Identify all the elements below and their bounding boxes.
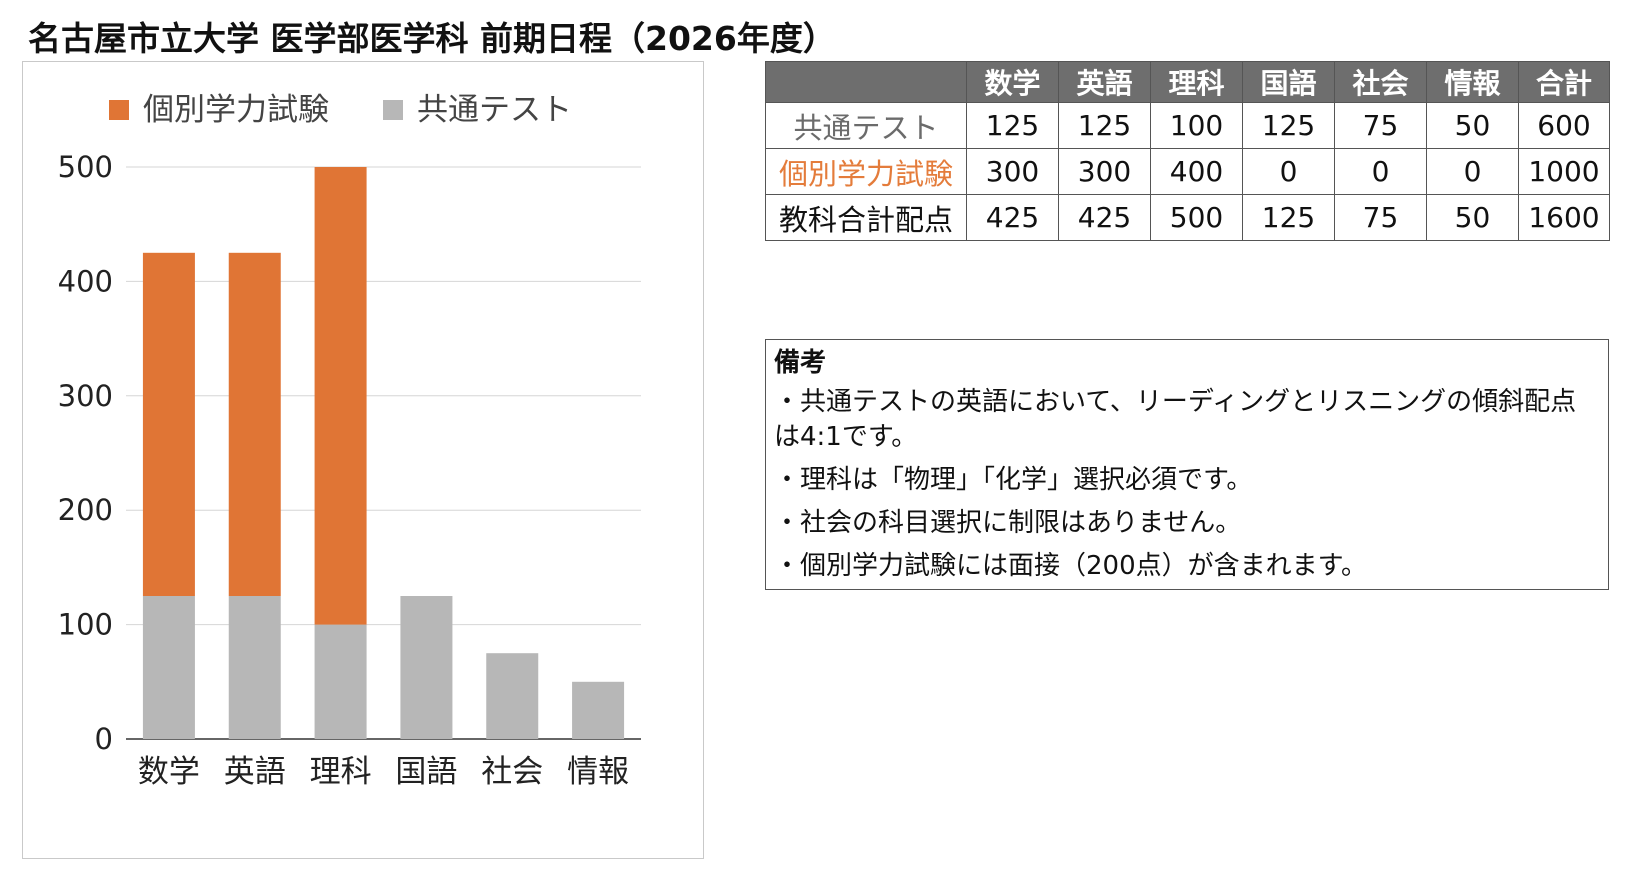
y-tick-label: 100: [58, 608, 113, 642]
table-cell: 75: [1334, 102, 1427, 149]
table-cell: 50: [1426, 194, 1519, 241]
bar-common-test: [314, 624, 367, 739]
x-tick-label: 社会: [481, 754, 543, 790]
bar-individual-exam: [228, 252, 281, 597]
row-label-total: 教科合計配点: [765, 194, 967, 241]
table-corner-cell: [765, 61, 967, 103]
column-header: 数学: [966, 61, 1059, 103]
bar-individual-exam: [314, 167, 367, 625]
stacked-bar-chart: 0 100 200 300 400 500 数学 英語 理科 国語 社会 情報 個別学力試験 共通テスト: [22, 61, 704, 859]
table-cell: 0: [1242, 148, 1335, 195]
table-cell: 600: [1518, 102, 1610, 149]
note-item: ・理科は「物理」「化学」選択必須です。: [774, 465, 1253, 495]
table-cell: 125: [1058, 102, 1151, 149]
x-tick-label: 理科: [310, 754, 372, 790]
y-tick-label: 300: [58, 379, 113, 413]
column-header: 理科: [1150, 61, 1243, 103]
x-tick-label: 英語: [224, 754, 286, 790]
row-label-individual-exam: 個別学力試験: [765, 148, 967, 195]
bar-common-test: [486, 653, 539, 739]
legend-item-common-test: 共通テスト: [417, 92, 572, 128]
table-row: 共通テスト 125 125 100 125 75 50 600: [765, 102, 1610, 149]
page-title: 名古屋市立大学 医学部医学科 前期日程（2026年度）: [28, 19, 836, 58]
table-cell: 100: [1150, 102, 1243, 149]
x-tick-label: 情報: [567, 754, 629, 790]
table-cell: 425: [966, 194, 1059, 241]
y-tick-label: 400: [58, 264, 113, 298]
table-cell: 500: [1150, 194, 1243, 241]
legend-item-individual-exam: 個別学力試験: [143, 92, 329, 128]
table-cell: 300: [966, 148, 1059, 195]
bar-individual-exam: [142, 252, 195, 597]
column-header: 社会: [1334, 61, 1427, 103]
table-cell: 300: [1058, 148, 1151, 195]
bar-common-test: [142, 596, 195, 739]
table-cell: 425: [1058, 194, 1151, 241]
table-cell: 50: [1426, 102, 1519, 149]
note-item: ・社会の科目選択に制限はありません。: [774, 508, 1242, 538]
column-header: 合計: [1518, 61, 1610, 103]
notes-box: 備考 ・共通テストの英語において、リーディングとリスニングの傾斜配点は4:1です…: [765, 339, 1609, 590]
column-header: 英語: [1058, 61, 1151, 103]
table-cell: 75: [1334, 194, 1427, 241]
table-cell: 125: [1242, 102, 1335, 149]
chart-canvas: 0 100 200 300 400 500 数学 英語 理科 国語 社会 情報 個別学力試験 共通テスト: [58, 92, 641, 790]
notes-title: 備考: [774, 348, 827, 378]
table-cell: 125: [1242, 194, 1335, 241]
column-header: 情報: [1426, 61, 1519, 103]
note-item: ・個別学力試験には面接（200点）が含まれます。: [774, 551, 1368, 581]
table-row: 教科合計配点 425 425 500 125 75 50 1600: [765, 194, 1610, 241]
table-cell: 0: [1426, 148, 1519, 195]
bar-common-test: [572, 681, 625, 739]
score-table: 数学 英語 理科 国語 社会 情報 合計 共通テスト 125 125 100 1…: [765, 61, 1610, 241]
note-item: ・共通テストの英語において、リーディングとリスニングの傾斜配点は4:1です。: [774, 387, 1577, 452]
x-tick-label: 数学: [138, 754, 200, 790]
legend-swatch: [109, 100, 129, 120]
y-tick-label: 500: [58, 150, 113, 184]
table-row: 個別学力試験 300 300 400 0 0 0 1000: [765, 148, 1610, 195]
legend-swatch: [383, 100, 403, 120]
table-header-row: 数学 英語 理科 国語 社会 情報 合計: [765, 61, 1610, 103]
y-tick-label: 0: [95, 722, 113, 756]
table-cell: 1000: [1518, 148, 1610, 195]
y-tick-label: 200: [58, 493, 113, 527]
column-header: 国語: [1242, 61, 1335, 103]
table-cell: 125: [966, 102, 1059, 149]
bar-common-test: [228, 596, 281, 739]
table-cell: 400: [1150, 148, 1243, 195]
table-cell: 1600: [1518, 194, 1610, 241]
table-cell: 0: [1334, 148, 1427, 195]
row-label-common-test: 共通テスト: [765, 102, 967, 149]
x-tick-label: 国語: [395, 754, 457, 790]
bar-common-test: [400, 596, 453, 739]
